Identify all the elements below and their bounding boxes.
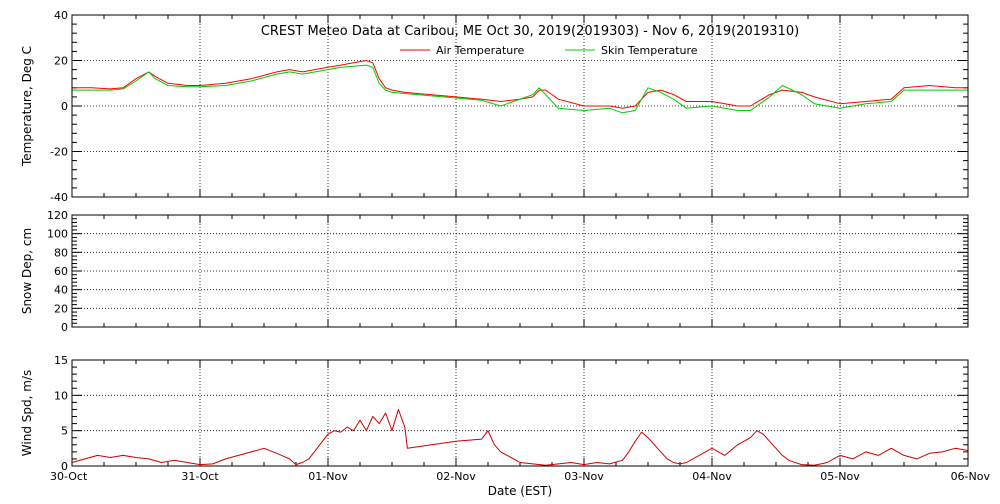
panel-wind: 0 5 10 15 Wind Spd, m/s [20, 354, 969, 473]
y-tick-label: 0 [61, 321, 68, 334]
panel-temperature: -40 -20 0 20 40 Temperature, Deg C Air Tempera… [20, 9, 969, 204]
y-tick-label: 60 [54, 265, 68, 278]
y-tick-label: -40 [50, 191, 68, 204]
x-axis-label: Date (EST) [488, 484, 552, 498]
x-tick-label: 04-Nov [692, 470, 732, 483]
x-tick-label: 02-Nov [436, 470, 476, 483]
x-tick-label: 30-Oct [50, 470, 88, 483]
plot-frame-temperature [71, 14, 969, 198]
y-tick-label: 20 [54, 55, 68, 68]
x-tick-label: 05-Nov [820, 470, 860, 483]
y-tick-label: 20 [54, 302, 68, 315]
y-tick-label: 120 [47, 209, 68, 222]
y-axis-label-temperature: Temperature, Deg C [20, 46, 34, 167]
plot-frame-snow [71, 214, 969, 328]
y-tick-label: 5 [61, 425, 68, 438]
x-tick-label: 06-Nov [951, 470, 991, 483]
y-tick-label: 40 [54, 284, 68, 297]
y-tick-label: 80 [54, 246, 68, 259]
panel-snow: 0 20 40 60 80 100 120 Snow Dep, cm [20, 209, 969, 334]
y-tick-label: 15 [54, 354, 68, 367]
plot-frame-wind [71, 359, 969, 467]
y-axis-label-wind: Wind Spd, m/s [20, 370, 34, 456]
y-tick-label: 0 [61, 100, 68, 113]
legend-label: Skin Temperature [601, 44, 698, 57]
series-line-temperature-1 [72, 64, 968, 114]
series-line-temperature-0 [72, 60, 968, 109]
x-tick-label: 01-Nov [308, 470, 348, 483]
y-tick-label: 40 [54, 9, 68, 22]
y-axis-label-snow: Snow Dep, cm [20, 228, 34, 314]
x-tick-label: 31-Oct [181, 470, 219, 483]
chart-title: CREST Meteo Data at Caribou, ME Oct 30, … [261, 24, 799, 39]
y-tick-label: -20 [50, 146, 68, 159]
series-line-wind-0 [71, 409, 969, 466]
y-tick-label: 100 [47, 228, 68, 241]
legend-label: Air Temperature [436, 44, 525, 57]
y-tick-label: 10 [54, 389, 68, 402]
x-tick-label: 03-Nov [564, 470, 604, 483]
y-tick-label: 0 [61, 460, 68, 473]
